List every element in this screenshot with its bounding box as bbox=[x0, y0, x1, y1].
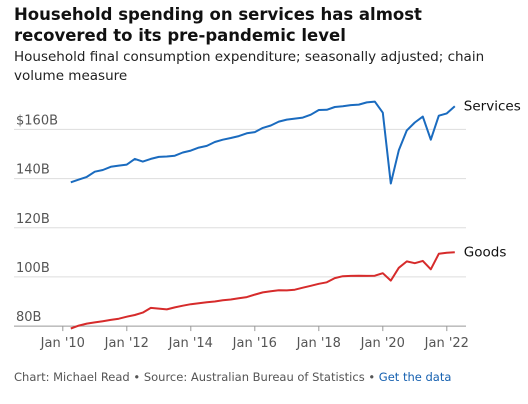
series-label: Goods bbox=[464, 244, 507, 260]
x-tick-label: Jan '14 bbox=[168, 336, 213, 351]
data-link[interactable]: Get the data bbox=[378, 370, 452, 384]
y-tick-label: 100B bbox=[16, 261, 50, 276]
footer: Chart: Michael Read • Source: Australian… bbox=[14, 370, 451, 384]
chart-title: Household spending on services has almos… bbox=[14, 5, 422, 45]
x-tick-label: Jan '18 bbox=[296, 336, 341, 351]
x-tick-label: Jan '16 bbox=[232, 336, 277, 351]
x-tick-label: Jan '20 bbox=[360, 336, 405, 351]
series-label: Services bbox=[464, 98, 521, 114]
x-tick-label: Jan '10 bbox=[40, 336, 85, 351]
series-line bbox=[70, 100, 456, 185]
y-tick-label: 140B bbox=[16, 163, 50, 178]
chart-subtitle: Household final consumption expenditure;… bbox=[14, 49, 485, 84]
series-line bbox=[70, 251, 455, 330]
x-tick-label: Jan '12 bbox=[104, 336, 149, 351]
y-tick-label: 120B bbox=[16, 212, 50, 227]
x-tick-label: Jan '22 bbox=[424, 336, 469, 351]
y-tick-label: 80B bbox=[16, 310, 41, 325]
source: Chart: Michael Read • Source: Australian… bbox=[14, 370, 376, 384]
y-tick-label: $160B bbox=[16, 113, 58, 128]
